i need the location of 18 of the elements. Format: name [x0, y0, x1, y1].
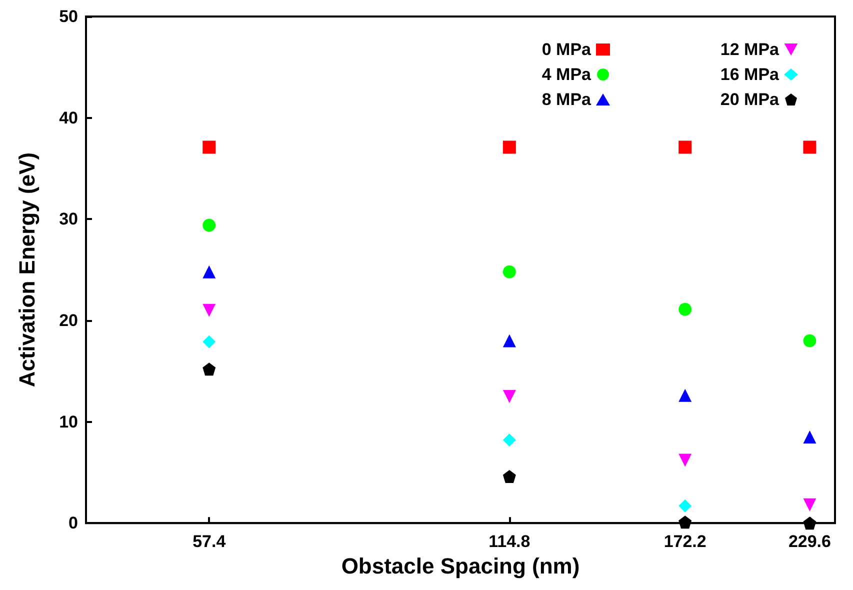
x-tick-label: 57.4 [192, 532, 226, 552]
legend-label: 4 MPa [542, 65, 592, 84]
y-tick-label: 50 [59, 7, 78, 26]
x-tick-label: 114.8 [488, 532, 530, 552]
y-tick-label: 0 [68, 514, 78, 533]
y-axis-title: Activation Energy (eV) [14, 152, 40, 388]
legend-label: 8 MPa [542, 90, 592, 109]
y-tick-label: 40 [59, 108, 78, 128]
legend-label: 0 MPa [542, 40, 592, 59]
legend-label: 16 MPa [720, 65, 780, 84]
x-tick-label: 172.2 [664, 532, 706, 552]
legend-label: 12 MPa [720, 40, 780, 59]
y-tick-label: 10 [59, 412, 78, 432]
x-tick-label: 229.6 [788, 532, 831, 552]
legend-label: 20 MPa [720, 90, 780, 109]
x-axis-title: Obstacle Spacing (nm) [341, 554, 580, 578]
y-tick-label: 30 [59, 210, 78, 229]
y-tick-label: 20 [59, 310, 78, 330]
